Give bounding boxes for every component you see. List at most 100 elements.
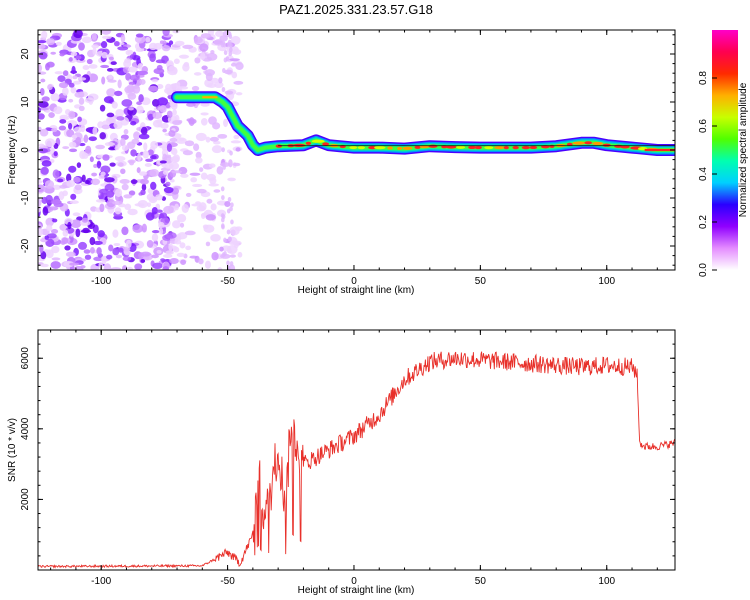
noise-blob bbox=[150, 181, 157, 190]
noise-blob bbox=[67, 221, 72, 230]
noise-blob bbox=[51, 257, 61, 261]
noise-blob bbox=[237, 251, 243, 258]
noise-blob bbox=[228, 51, 233, 57]
noise-blob bbox=[153, 42, 163, 50]
noise-blob bbox=[121, 99, 133, 107]
noise-blob bbox=[191, 85, 200, 91]
noise-blob bbox=[78, 91, 85, 98]
noise-blob bbox=[232, 240, 242, 246]
noise-blob bbox=[169, 258, 179, 264]
noise-blob bbox=[229, 254, 236, 258]
noise-blob bbox=[99, 132, 107, 140]
noise-blob bbox=[47, 84, 53, 91]
noise-blob bbox=[134, 35, 146, 44]
noise-blob bbox=[162, 30, 170, 36]
noise-blob bbox=[40, 251, 47, 260]
noise-blob bbox=[75, 55, 82, 60]
noise-blob bbox=[229, 226, 240, 236]
noise-blob bbox=[141, 223, 147, 233]
noise-blob bbox=[38, 64, 43, 72]
noise-blob bbox=[159, 212, 168, 219]
noise-blob bbox=[184, 140, 195, 147]
noise-blob bbox=[213, 140, 221, 145]
snr-x-tick-label: -100 bbox=[91, 576, 111, 587]
noise-blob bbox=[139, 79, 146, 85]
noise-blob bbox=[186, 102, 196, 107]
noise-blob bbox=[47, 206, 59, 211]
noise-blob bbox=[162, 128, 167, 133]
noise-blob bbox=[69, 262, 80, 266]
noise-blob bbox=[101, 255, 107, 265]
noise-blob bbox=[172, 154, 180, 163]
noise-blob bbox=[93, 163, 98, 169]
noise-blob bbox=[217, 133, 228, 139]
track-peak bbox=[620, 145, 630, 149]
noise-blob bbox=[101, 51, 108, 59]
noise-blob bbox=[133, 131, 141, 140]
noise-blob bbox=[153, 68, 165, 75]
spectrogram-y-label: Frequency (Hz) bbox=[7, 116, 18, 185]
track-peak bbox=[592, 141, 604, 146]
noise-blob bbox=[137, 70, 149, 76]
noise-blob bbox=[131, 138, 140, 145]
noise-blob bbox=[151, 233, 159, 242]
noise-blob bbox=[163, 186, 174, 194]
noise-blob bbox=[149, 169, 159, 177]
noise-blob bbox=[125, 239, 132, 249]
noise-blob bbox=[70, 193, 77, 200]
noise-blob bbox=[38, 179, 43, 184]
noise-blob bbox=[223, 118, 229, 128]
noise-blob bbox=[221, 217, 225, 223]
noise-blob bbox=[79, 77, 87, 81]
noise-blob bbox=[200, 112, 209, 116]
noise-blob bbox=[132, 224, 144, 233]
noise-blob bbox=[195, 157, 203, 164]
noise-blob bbox=[117, 79, 122, 89]
noise-blob bbox=[70, 51, 78, 57]
noise-blob bbox=[97, 230, 105, 238]
noise-blob bbox=[151, 254, 159, 259]
noise-blob bbox=[39, 88, 45, 96]
noise-blob bbox=[106, 190, 115, 198]
noise-blob bbox=[89, 237, 96, 246]
noise-blob bbox=[62, 70, 69, 77]
colorbar: 0.0 0.2 0.4 0.6 0.8 Normalized spectral ampl… bbox=[698, 30, 749, 277]
noise-blob bbox=[100, 165, 111, 174]
noise-blob bbox=[38, 51, 48, 60]
noise-blob bbox=[220, 186, 225, 192]
noise-blob bbox=[76, 162, 82, 169]
noise-blob bbox=[160, 258, 166, 262]
noise-blob bbox=[118, 247, 124, 253]
noise-blob bbox=[128, 190, 136, 196]
noise-blob bbox=[99, 104, 106, 112]
noise-blob bbox=[130, 120, 137, 126]
noise-blob bbox=[146, 240, 154, 248]
noise-blob bbox=[215, 30, 224, 38]
noise-blob bbox=[73, 80, 82, 85]
spectrogram-y-tick-label: 10 bbox=[20, 96, 31, 108]
noise-blob bbox=[199, 167, 204, 172]
noise-blob bbox=[109, 162, 116, 167]
track-peak bbox=[349, 145, 358, 150]
noise-blob bbox=[92, 126, 98, 136]
noise-blob bbox=[142, 150, 150, 159]
noise-blob bbox=[137, 152, 142, 162]
noise-blob bbox=[166, 232, 177, 239]
noise-blob bbox=[165, 250, 174, 255]
snr-y-tick-label: 4000 bbox=[20, 417, 31, 440]
noise-blob bbox=[180, 173, 189, 178]
noise-blob bbox=[123, 194, 133, 199]
track-peak bbox=[368, 146, 377, 150]
noise-blob bbox=[71, 65, 76, 75]
noise-blob bbox=[117, 162, 124, 167]
noise-blob bbox=[68, 98, 74, 103]
noise-blobs bbox=[38, 30, 244, 270]
noise-blob bbox=[229, 150, 233, 156]
noise-blob bbox=[166, 110, 173, 119]
noise-blob bbox=[227, 177, 236, 182]
noise-blob bbox=[155, 213, 160, 218]
noise-blob bbox=[62, 146, 70, 150]
noise-blob bbox=[206, 198, 213, 204]
noise-blob bbox=[38, 71, 47, 75]
noise-blob bbox=[168, 243, 174, 252]
